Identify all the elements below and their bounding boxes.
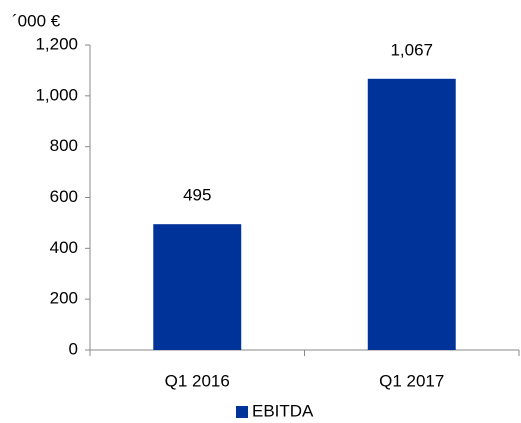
bar [367, 78, 456, 350]
x-tick-label: Q1 2016 [165, 371, 230, 390]
legend-label: EBITDA [252, 401, 314, 420]
y-tick-label: 1,000 [35, 85, 78, 104]
y-axis-label: ´000 € [12, 11, 61, 30]
data-label: 1,067 [390, 40, 433, 59]
data-label: 495 [183, 186, 211, 205]
y-tick-label: 0 [69, 339, 78, 358]
x-tick-label: Q1 2017 [379, 371, 444, 390]
legend-swatch [236, 406, 248, 418]
y-tick-label: 600 [50, 187, 78, 206]
bar [153, 224, 242, 350]
y-tick-label: 200 [50, 289, 78, 308]
y-tick-label: 1,200 [35, 34, 78, 53]
y-tick-label: 400 [50, 238, 78, 257]
y-tick-label: 800 [50, 136, 78, 155]
